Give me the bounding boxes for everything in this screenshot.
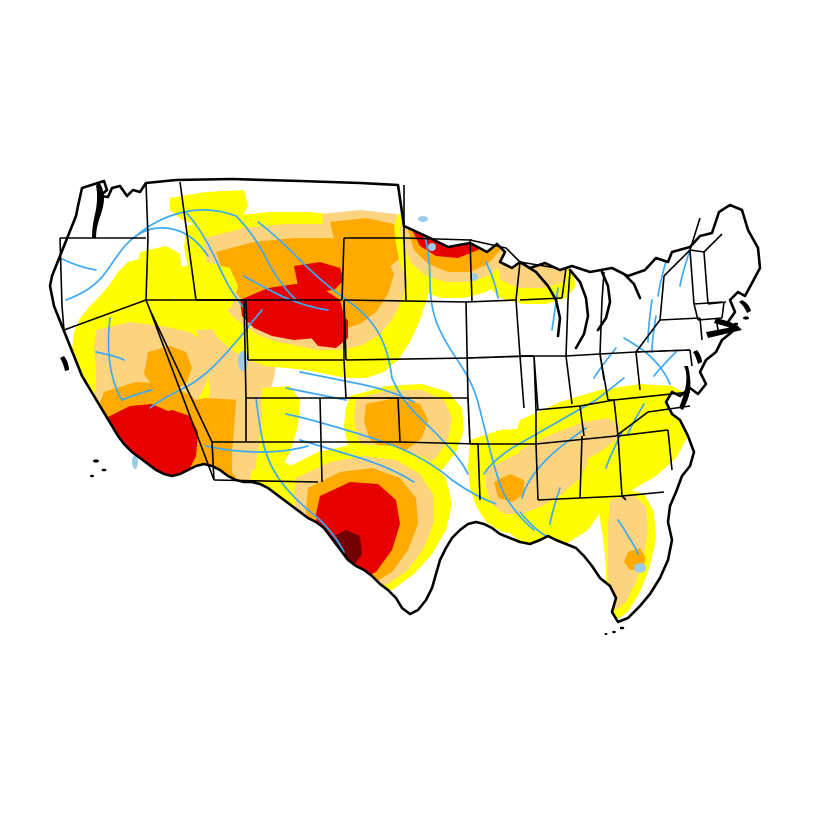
chesapeake-bay bbox=[679, 366, 691, 410]
d3-region-wyoming-east bbox=[308, 312, 348, 348]
d0-region-new-mexico-east bbox=[256, 386, 300, 486]
cape-cod-islands bbox=[733, 316, 749, 326]
red-lake bbox=[428, 243, 436, 251]
d2-region-dakotas-core bbox=[330, 218, 404, 272]
d1-region-appalachia bbox=[514, 418, 620, 484]
great-lakes-shoreline bbox=[518, 260, 642, 350]
salton-sea bbox=[132, 455, 138, 469]
d2-region-alabama bbox=[494, 474, 524, 502]
great-salt-lake bbox=[238, 351, 248, 371]
state-boundaries bbox=[59, 181, 727, 501]
lake-okeechobee bbox=[634, 563, 646, 573]
national-boundary bbox=[48, 177, 762, 624]
long-island-sound bbox=[714, 318, 738, 330]
san-francisco-bay bbox=[60, 356, 69, 371]
lake-of-the-woods bbox=[418, 216, 428, 222]
cape-cod-bay bbox=[739, 300, 751, 313]
d0-region-idaho-south bbox=[174, 262, 238, 320]
d2-region-central-california bbox=[144, 346, 192, 392]
delaware-bay bbox=[693, 350, 702, 364]
river-network bbox=[59, 209, 691, 555]
channel-islands bbox=[90, 459, 107, 478]
florida-keys bbox=[604, 626, 625, 635]
d0-region-oregon-idaho bbox=[138, 246, 182, 308]
long-island bbox=[706, 326, 742, 338]
